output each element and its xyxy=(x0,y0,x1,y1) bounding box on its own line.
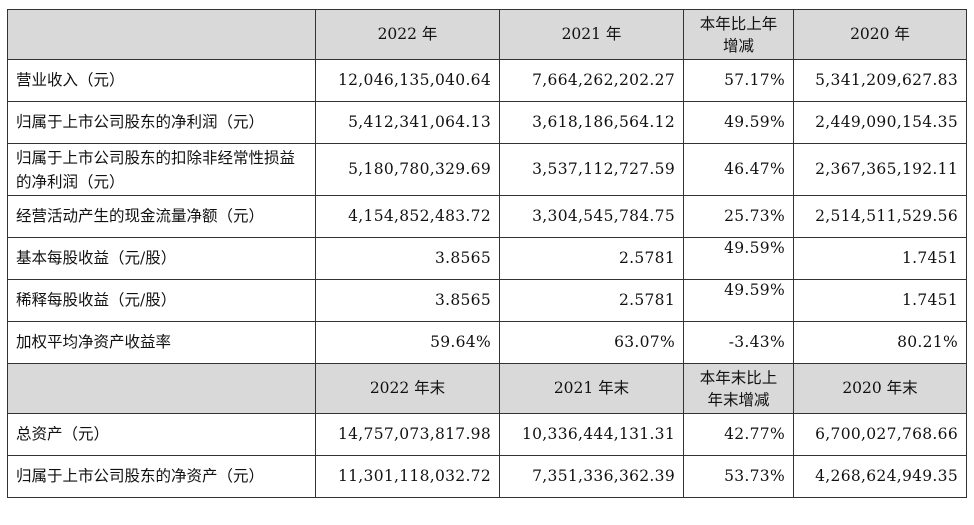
financial-summary-table: 2022 年 2021 年 本年比上年 增减 2020 年 营业收入（元） 12… xyxy=(7,9,967,498)
cell-value: 12,046,135,040.64 xyxy=(315,59,500,102)
row-label-net-profit: 归属于上市公司股东的净利润（元） xyxy=(7,101,316,144)
header-2021-end: 2021 年末 xyxy=(499,363,684,414)
row-label-total-assets: 总资产（元） xyxy=(7,413,316,456)
header-2021: 2021 年 xyxy=(499,9,684,60)
cell-value: 3.8565 xyxy=(315,279,500,322)
cell-value: 2,449,090,154.35 xyxy=(793,101,967,144)
table-row: 基本每股收益（元/股） 3.8565 2.5781 49.59% 1.7451 xyxy=(7,237,967,280)
table-row: 加权平均净资产收益率 59.64% 63.07% -3.43% 80.21% xyxy=(7,321,967,364)
table-row: 稀释每股收益（元/股） 3.8565 2.5781 49.59% 1.7451 xyxy=(7,279,967,322)
cell-value: 5,341,209,627.83 xyxy=(793,59,967,102)
row-label-net-profit-excl-nonrecurring: 归属于上市公司股东的扣除非经常性损益的净利润（元） xyxy=(7,143,316,196)
cell-value: 5,412,341,064.13 xyxy=(315,101,500,144)
cell-change: -3.43% xyxy=(683,321,794,364)
cell-change: 49.59% xyxy=(683,279,794,322)
cell-value: 4,154,852,483.72 xyxy=(315,195,500,238)
table-row: 营业收入（元） 12,046,135,040.64 7,664,262,202.… xyxy=(7,59,967,102)
header-2020: 2020 年 xyxy=(793,9,967,60)
cell-value: 59.64% xyxy=(315,321,500,364)
table-row: 经营活动产生的现金流量净额（元） 4,154,852,483.72 3,304,… xyxy=(7,195,967,238)
cell-change: 49.59% xyxy=(683,101,794,144)
cell-value: 3.8565 xyxy=(315,237,500,280)
header-row-year-end: 2022 年末 2021 年末 本年末比上 年末增减 2020 年末 xyxy=(7,363,967,414)
header-2022: 2022 年 xyxy=(315,9,500,60)
cell-value: 2,514,511,529.56 xyxy=(793,195,967,238)
cell-change: 42.77% xyxy=(683,413,794,456)
cell-value: 3,537,112,727.59 xyxy=(499,143,684,196)
row-label-net-assets: 归属于上市公司股东的净资产（元） xyxy=(7,455,316,498)
row-label-diluted-eps: 稀释每股收益（元/股） xyxy=(7,279,316,322)
row-label-basic-eps: 基本每股收益（元/股） xyxy=(7,237,316,280)
table-row: 归属于上市公司股东的净利润（元） 5,412,341,064.13 3,618,… xyxy=(7,101,967,144)
cell-value: 4,268,624,949.35 xyxy=(793,455,967,498)
row-label-weighted-roe: 加权平均净资产收益率 xyxy=(7,321,316,364)
header-row-year: 2022 年 2021 年 本年比上年 增减 2020 年 xyxy=(7,9,967,60)
row-label-operating-cash-flow: 经营活动产生的现金流量净额（元） xyxy=(7,195,316,238)
cell-value: 1.7451 xyxy=(793,237,967,280)
cell-value: 80.21% xyxy=(793,321,967,364)
cell-value: 7,664,262,202.27 xyxy=(499,59,684,102)
header-2022-end: 2022 年末 xyxy=(315,363,500,414)
cell-value: 7,351,336,362.39 xyxy=(499,455,684,498)
header-blank-cell xyxy=(7,363,316,414)
cell-value: 11,301,118,032.72 xyxy=(315,455,500,498)
cell-value: 14,757,073,817.98 xyxy=(315,413,500,456)
table-row: 归属于上市公司股东的净资产（元） 11,301,118,032.72 7,351… xyxy=(7,455,967,498)
cell-value: 6,700,027,768.66 xyxy=(793,413,967,456)
header-yoy-change: 本年比上年 增减 xyxy=(683,9,794,60)
cell-value: 3,618,186,564.12 xyxy=(499,101,684,144)
cell-value: 2,367,365,192.11 xyxy=(793,143,967,196)
table-row: 总资产（元） 14,757,073,817.98 10,336,444,131.… xyxy=(7,413,967,456)
cell-change: 46.47% xyxy=(683,143,794,196)
table-row: 归属于上市公司股东的扣除非经常性损益的净利润（元） 5,180,780,329.… xyxy=(7,143,967,196)
cell-value: 5,180,780,329.69 xyxy=(315,143,500,196)
cell-value: 2.5781 xyxy=(499,237,684,280)
row-label-revenue: 营业收入（元） xyxy=(7,59,316,102)
cell-change: 25.73% xyxy=(683,195,794,238)
header-year-end-change: 本年末比上 年末增减 xyxy=(683,363,794,414)
header-blank-cell xyxy=(7,9,316,60)
cell-value: 1.7451 xyxy=(793,279,967,322)
cell-value: 3,304,545,784.75 xyxy=(499,195,684,238)
cell-value: 63.07% xyxy=(499,321,684,364)
cell-change: 53.73% xyxy=(683,455,794,498)
cell-value: 2.5781 xyxy=(499,279,684,322)
cell-change: 57.17% xyxy=(683,59,794,102)
cell-change: 49.59% xyxy=(683,237,794,280)
header-2020-end: 2020 年末 xyxy=(793,363,967,414)
cell-value: 10,336,444,131.31 xyxy=(499,413,684,456)
